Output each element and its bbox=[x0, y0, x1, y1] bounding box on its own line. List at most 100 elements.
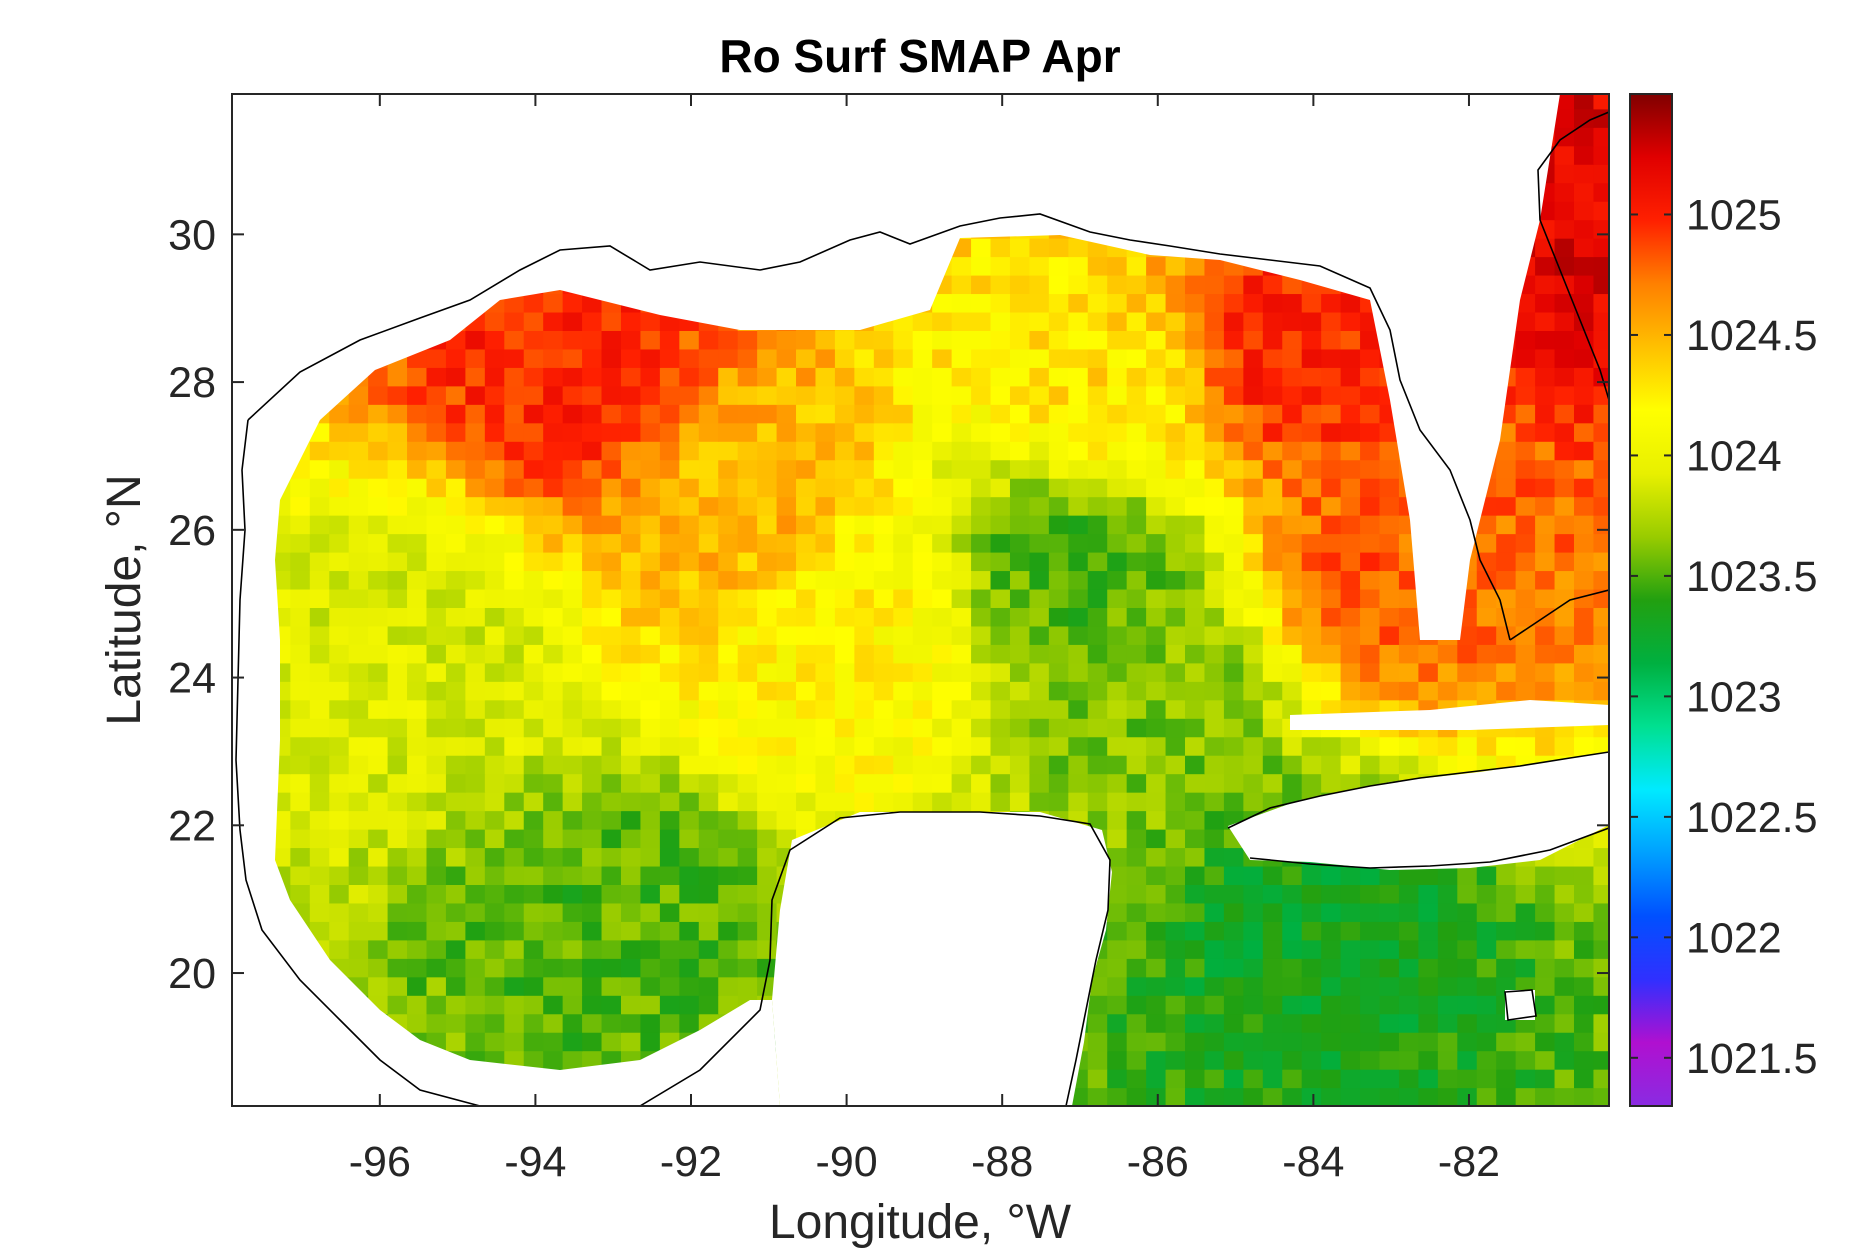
heatmap-cell bbox=[1009, 718, 1031, 738]
heatmap-cell bbox=[1243, 422, 1264, 442]
heatmap-cell bbox=[445, 884, 466, 904]
heatmap-cell bbox=[1340, 515, 1361, 535]
heatmap-cell bbox=[1146, 311, 1167, 331]
heatmap-cell bbox=[1379, 828, 1400, 849]
heatmap-cell bbox=[1379, 810, 1400, 830]
heatmap-cell bbox=[990, 921, 1011, 941]
heatmap-cell bbox=[582, 681, 603, 701]
heatmap-cell bbox=[543, 847, 564, 867]
heatmap-cell bbox=[1554, 1050, 1575, 1070]
heatmap-cell bbox=[329, 201, 350, 221]
heatmap-cell bbox=[368, 1050, 389, 1070]
heatmap-cell bbox=[601, 182, 622, 202]
heatmap-cell bbox=[1593, 145, 1609, 165]
heatmap-cell bbox=[543, 718, 564, 738]
heatmap-cell bbox=[1321, 256, 1342, 276]
heatmap-cell bbox=[873, 662, 894, 682]
heatmap-cell bbox=[1360, 441, 1381, 461]
heatmap-cell bbox=[912, 330, 933, 350]
heatmap-cell bbox=[309, 902, 330, 922]
heatmap-cell bbox=[757, 995, 778, 1015]
heatmap-cell bbox=[1515, 533, 1536, 553]
heatmap-cell bbox=[796, 958, 817, 978]
heatmap-cell bbox=[1087, 681, 1108, 701]
heatmap-cell bbox=[1282, 385, 1303, 405]
heatmap-cell bbox=[640, 588, 661, 608]
heatmap-cell bbox=[1360, 718, 1381, 738]
heatmap-cell bbox=[387, 127, 408, 147]
heatmap-cell bbox=[504, 533, 525, 553]
heatmap-cell bbox=[1146, 662, 1167, 682]
heatmap-cell bbox=[465, 164, 486, 184]
heatmap-cell bbox=[1515, 164, 1536, 184]
heatmap-cell bbox=[679, 94, 700, 110]
heatmap-cell bbox=[368, 94, 389, 110]
heatmap-cell bbox=[737, 699, 758, 719]
heatmap-cell bbox=[912, 385, 933, 405]
heatmap-cell bbox=[990, 385, 1011, 405]
heatmap-cell bbox=[971, 441, 992, 461]
heatmap-cell bbox=[873, 533, 894, 553]
heatmap-cell bbox=[1126, 348, 1147, 368]
heatmap-cell bbox=[1418, 182, 1439, 202]
heatmap-cell bbox=[1301, 348, 1322, 368]
heatmap-cell bbox=[776, 718, 797, 738]
heatmap-cell bbox=[1107, 1087, 1128, 1106]
heatmap-cell bbox=[270, 681, 291, 701]
heatmap-cell bbox=[562, 718, 583, 738]
heatmap-cell bbox=[659, 902, 680, 922]
heatmap-cell bbox=[1087, 1050, 1108, 1070]
heatmap-cell bbox=[1107, 644, 1128, 664]
heatmap-cell bbox=[718, 348, 739, 368]
heatmap-cell bbox=[309, 792, 330, 812]
heatmap-cell bbox=[971, 1013, 992, 1033]
heatmap-cell bbox=[1554, 718, 1575, 738]
heatmap-cell bbox=[1321, 792, 1342, 812]
heatmap-cell bbox=[990, 847, 1011, 867]
heatmap-cell bbox=[640, 533, 661, 553]
heatmap-cell bbox=[387, 1087, 408, 1106]
heatmap-cell bbox=[796, 348, 817, 368]
heatmap-cell bbox=[1126, 496, 1147, 516]
heatmap-cell bbox=[1009, 145, 1031, 165]
heatmap-cell bbox=[368, 662, 389, 682]
heatmap-cell bbox=[523, 201, 544, 221]
heatmap-cell bbox=[776, 385, 797, 405]
heatmap-cell bbox=[854, 422, 875, 442]
heatmap-cell bbox=[737, 108, 758, 128]
heatmap-cell bbox=[620, 385, 642, 405]
heatmap-cell bbox=[1360, 810, 1381, 830]
heatmap-cell bbox=[1048, 1069, 1069, 1089]
heatmap-cell bbox=[1437, 718, 1458, 738]
heatmap-cell bbox=[1437, 201, 1458, 221]
heatmap-cell bbox=[698, 256, 719, 276]
heatmap-cell bbox=[1476, 995, 1497, 1015]
heatmap-cell bbox=[1457, 1069, 1478, 1089]
heatmap-cell bbox=[1379, 238, 1400, 258]
heatmap-cell bbox=[1087, 718, 1108, 738]
heatmap-cell bbox=[348, 274, 369, 295]
heatmap-cell bbox=[679, 884, 700, 904]
heatmap-cell bbox=[407, 127, 428, 147]
heatmap-cell bbox=[737, 570, 758, 590]
heatmap-cell bbox=[426, 699, 447, 719]
heatmap-cell bbox=[232, 182, 253, 202]
heatmap-cell bbox=[1165, 459, 1186, 479]
heatmap-cell bbox=[523, 478, 544, 498]
heatmap-cell bbox=[1204, 293, 1225, 313]
heatmap-cell bbox=[1593, 404, 1609, 424]
heatmap-cell bbox=[1437, 127, 1458, 147]
heatmap-cell bbox=[543, 625, 564, 645]
heatmap-cell bbox=[290, 644, 311, 664]
heatmap-cell bbox=[912, 1069, 933, 1089]
heatmap-cell bbox=[232, 145, 253, 165]
heatmap-cell bbox=[620, 404, 642, 424]
heatmap-cell bbox=[1535, 995, 1556, 1015]
heatmap-cell bbox=[971, 625, 992, 645]
heatmap-cell bbox=[951, 884, 972, 904]
heatmap-cell bbox=[834, 810, 855, 830]
heatmap-cell bbox=[1223, 662, 1244, 682]
heatmap-cell bbox=[640, 1069, 661, 1089]
heatmap-cell bbox=[1301, 533, 1322, 553]
heatmap-cell bbox=[912, 570, 933, 590]
